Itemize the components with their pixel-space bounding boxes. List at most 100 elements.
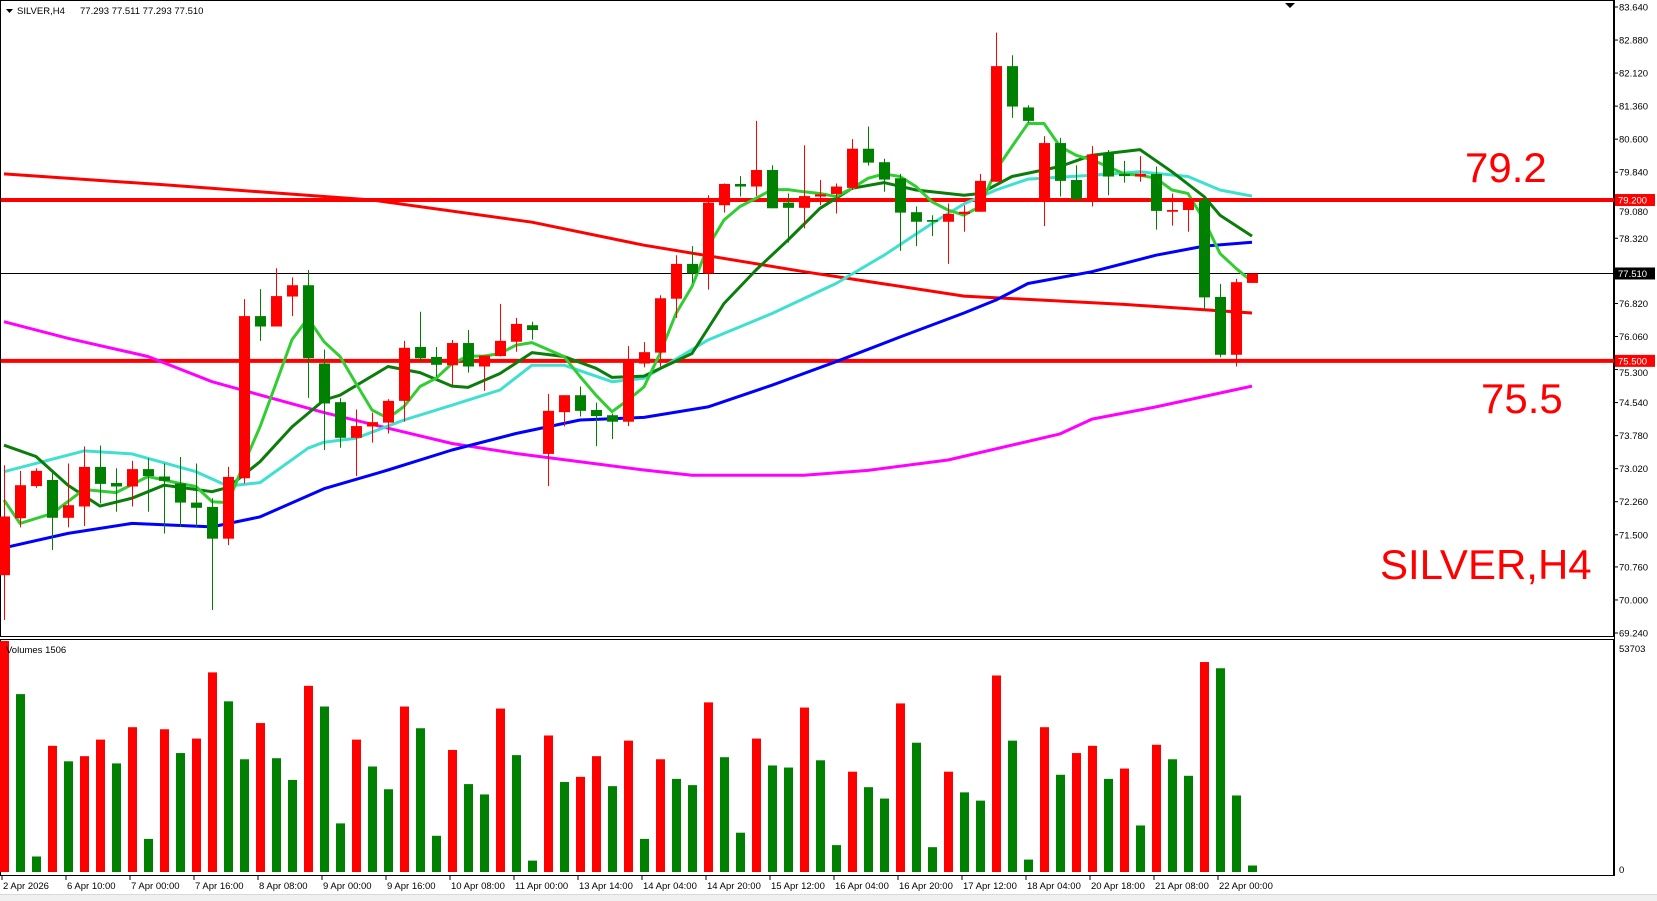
candle[interactable] — [1039, 136, 1050, 227]
candle[interactable] — [159, 463, 170, 534]
candle[interactable] — [1103, 150, 1114, 196]
candle[interactable] — [63, 463, 74, 528]
candle[interactable] — [863, 126, 874, 166]
candle[interactable] — [255, 289, 266, 341]
candle-body — [735, 183, 746, 187]
candle[interactable] — [351, 409, 362, 477]
candle[interactable] — [671, 255, 682, 318]
candle[interactable] — [447, 339, 458, 386]
candle[interactable] — [639, 342, 650, 368]
candle[interactable] — [175, 456, 186, 527]
candle[interactable] — [95, 445, 106, 504]
candle[interactable] — [31, 468, 42, 488]
candle[interactable] — [479, 355, 490, 391]
candle[interactable] — [143, 458, 154, 512]
candle[interactable] — [79, 446, 90, 527]
candle[interactable] — [319, 349, 330, 450]
candle[interactable] — [207, 498, 218, 610]
candle[interactable] — [1087, 146, 1098, 207]
price-tag-label: 79.200 — [1618, 196, 1647, 207]
candle[interactable] — [543, 393, 554, 487]
candle[interactable] — [719, 183, 730, 213]
candle[interactable] — [975, 173, 986, 212]
price-axis-label: 79.840 — [1619, 168, 1648, 179]
candle[interactable] — [1135, 156, 1146, 182]
volume-axis-min: 0 — [1619, 865, 1624, 876]
symbol-annotation[interactable]: SILVER,H4 — [1380, 541, 1592, 588]
volume-bar — [1136, 825, 1145, 872]
candle[interactable] — [287, 277, 298, 317]
candle[interactable] — [495, 303, 506, 357]
volume-bar — [80, 756, 89, 872]
time-axis-label: 21 Apr 08:00 — [1155, 881, 1209, 892]
candle[interactable] — [895, 173, 906, 251]
candle[interactable] — [751, 120, 762, 197]
candle[interactable] — [655, 295, 666, 367]
candle[interactable] — [383, 399, 394, 434]
candle[interactable] — [1151, 166, 1162, 230]
candle[interactable] — [1215, 283, 1226, 358]
triangle-down-icon[interactable] — [6, 9, 13, 13]
candle[interactable] — [703, 195, 714, 290]
candle[interactable] — [1167, 193, 1178, 226]
price-panel[interactable] — [0, 0, 1614, 637]
candle[interactable] — [591, 402, 602, 447]
candle[interactable] — [127, 460, 138, 507]
candle[interactable] — [1119, 160, 1130, 183]
candle[interactable] — [1071, 165, 1082, 201]
candle[interactable] — [191, 463, 202, 527]
candle[interactable] — [303, 270, 314, 398]
candle[interactable] — [47, 471, 58, 550]
candle[interactable] — [575, 386, 586, 417]
candle[interactable] — [559, 395, 570, 427]
candle-body — [1119, 173, 1130, 177]
candle[interactable] — [335, 398, 346, 448]
candle[interactable] — [15, 470, 26, 528]
volume-bar — [1008, 740, 1017, 872]
level-annotation-upper[interactable]: 79.2 — [1465, 144, 1547, 191]
candle[interactable] — [431, 346, 442, 377]
candle[interactable] — [271, 268, 282, 327]
candle[interactable] — [111, 468, 122, 512]
candle[interactable] — [815, 180, 826, 206]
candle[interactable] — [511, 317, 522, 352]
candle[interactable] — [399, 340, 410, 422]
candle[interactable] — [831, 183, 842, 214]
candle[interactable] — [1183, 198, 1194, 232]
candle[interactable] — [1007, 55, 1018, 118]
candle[interactable] — [911, 206, 922, 247]
candle[interactable] — [1199, 200, 1210, 310]
volume-bar — [864, 787, 873, 872]
price-axis-label: 82.120 — [1619, 69, 1648, 80]
candle[interactable] — [991, 32, 1002, 182]
candle[interactable] — [623, 346, 634, 427]
candle[interactable] — [687, 246, 698, 283]
chart-shift-marker-icon[interactable] — [1285, 3, 1295, 8]
candle-body — [335, 402, 346, 438]
candle[interactable] — [1055, 137, 1066, 197]
candle[interactable] — [367, 412, 378, 443]
candle[interactable] — [0, 465, 10, 620]
candle[interactable] — [415, 311, 426, 362]
candle[interactable] — [223, 466, 234, 546]
time-axis-label: 16 Apr 20:00 — [899, 881, 953, 892]
candle[interactable] — [527, 321, 538, 340]
candle[interactable] — [735, 176, 746, 197]
candle[interactable] — [943, 203, 954, 264]
candle[interactable] — [607, 413, 618, 440]
candle[interactable] — [1231, 278, 1242, 367]
candle[interactable] — [927, 215, 938, 237]
candle[interactable] — [239, 299, 250, 484]
candle[interactable] — [799, 145, 810, 229]
candle[interactable] — [847, 139, 858, 191]
candle[interactable] — [879, 158, 890, 192]
candle-body — [783, 202, 794, 208]
candle[interactable] — [463, 329, 474, 373]
candle[interactable] — [1247, 273, 1258, 283]
candle[interactable] — [1023, 105, 1034, 123]
candle[interactable] — [959, 205, 970, 232]
candle[interactable] — [783, 193, 794, 243]
level-annotation-lower[interactable]: 75.5 — [1481, 375, 1563, 422]
candle[interactable] — [767, 165, 778, 209]
